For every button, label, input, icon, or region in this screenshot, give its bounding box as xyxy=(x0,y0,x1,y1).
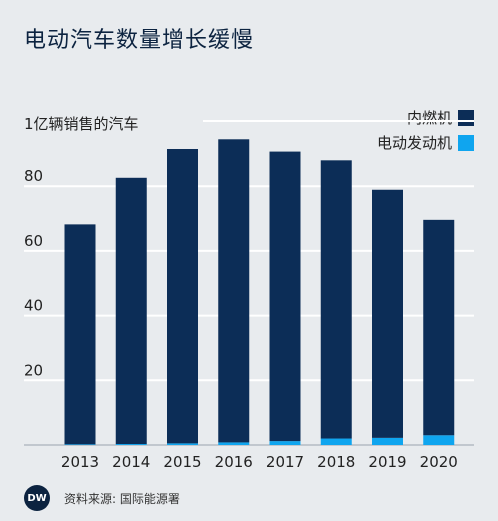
x-tick-label-2019: 2019 xyxy=(368,453,406,471)
bar-ice-2020 xyxy=(423,219,455,436)
y-tick-label-40: 40 xyxy=(24,297,43,315)
bar-ice-2016 xyxy=(218,139,250,443)
y-axis-label: 1亿辆销售的汽车 xyxy=(24,115,139,133)
dw-logo: DW xyxy=(24,485,50,511)
bar-electric-2014 xyxy=(115,444,147,445)
legend-item-electric: 电动发动机 xyxy=(377,132,474,153)
bar-electric-2020 xyxy=(423,435,455,445)
bar-ice-2013 xyxy=(64,224,96,445)
x-tick-label-2016: 2016 xyxy=(215,453,253,471)
bar-electric-2013 xyxy=(64,444,96,445)
chart-title: 电动汽车数量增长缓慢 xyxy=(24,28,255,53)
y-tick-label-20: 20 xyxy=(24,361,43,379)
x-tick-label-2014: 2014 xyxy=(112,453,150,471)
bar-ice-2014 xyxy=(115,177,147,445)
x-tick-label-2015: 2015 xyxy=(163,453,201,471)
y-tick-label-60: 60 xyxy=(24,232,43,250)
x-tick-label-2020: 2020 xyxy=(420,453,458,471)
bar-ice-2017 xyxy=(269,151,301,442)
bar-electric-2016 xyxy=(218,442,250,445)
legend-label-electric: 电动发动机 xyxy=(376,134,452,152)
x-tick-label-2013: 2013 xyxy=(61,453,99,471)
legend-swatch-electric xyxy=(458,134,474,151)
bar-electric-2019 xyxy=(372,437,403,445)
bar-ice-2015 xyxy=(167,148,198,444)
bar-ice-2019 xyxy=(372,189,403,438)
bar-ice-2018 xyxy=(320,160,352,439)
legend: 内燃机 电动发动机 xyxy=(377,107,474,153)
bar-electric-2015 xyxy=(167,443,198,445)
legend-label-ice: 内燃机 xyxy=(406,109,452,127)
y-tick-label-80: 80 xyxy=(24,167,43,185)
x-tick-label-2018: 2018 xyxy=(317,453,355,471)
footer: DW 资料来源: 国际能源署 xyxy=(24,485,180,511)
bar-electric-2018 xyxy=(320,438,352,445)
source-note: 资料来源: 国际能源署 xyxy=(64,491,180,506)
bar-electric-2017 xyxy=(269,441,301,445)
x-tick-label-2017: 2017 xyxy=(266,453,304,471)
